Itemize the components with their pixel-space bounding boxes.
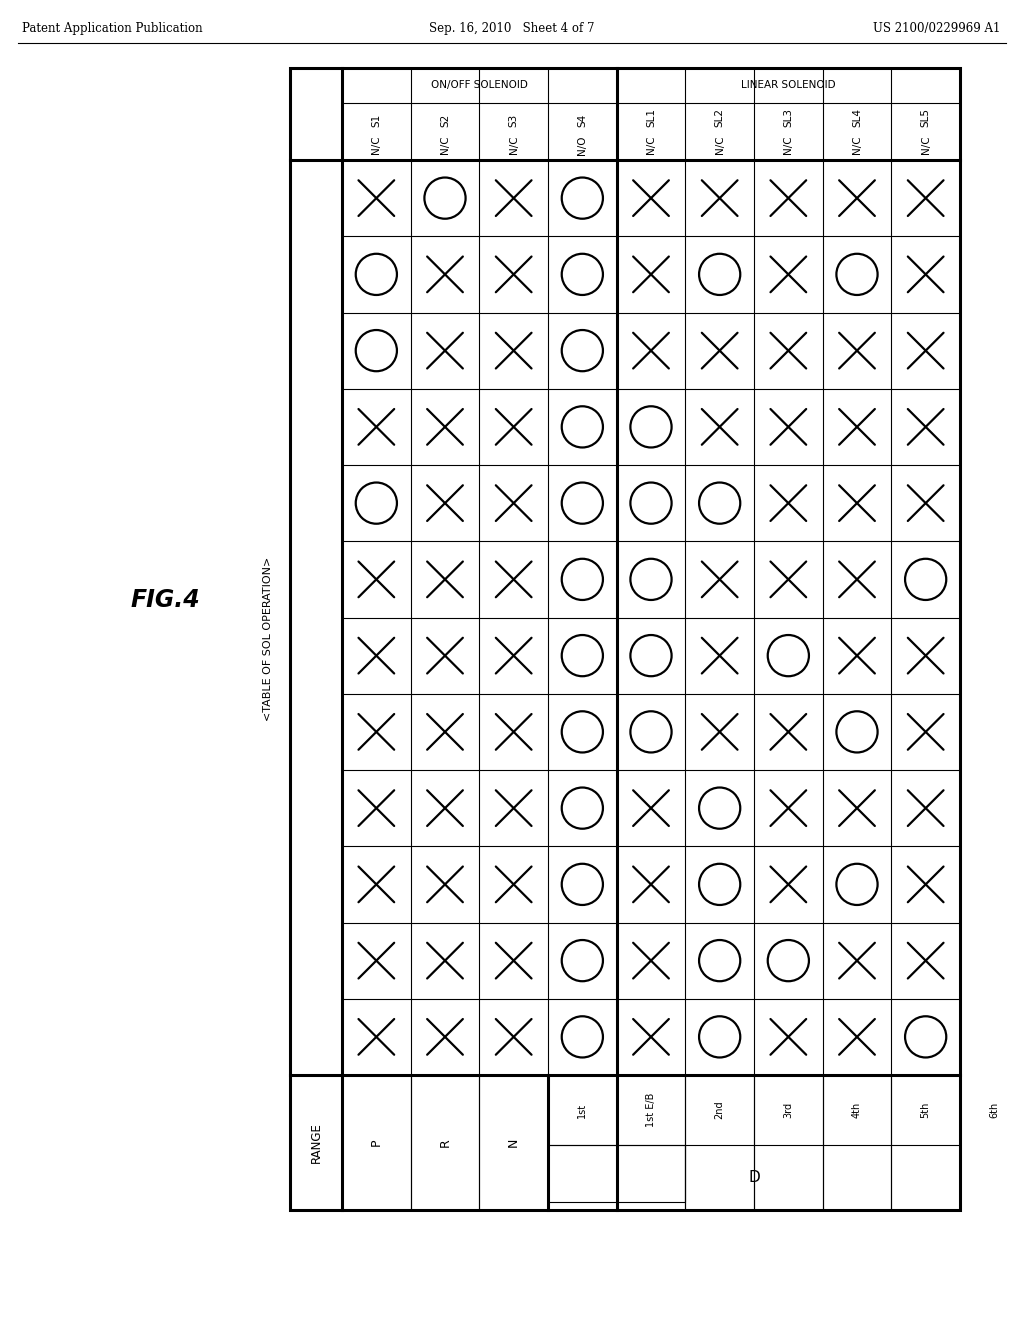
Text: 6th: 6th: [989, 1102, 999, 1118]
Text: LINEAR SOLENOID: LINEAR SOLENOID: [741, 81, 836, 91]
Text: N/C: N/C: [715, 136, 725, 154]
Bar: [290, 69, 959, 1210]
Text: SL1: SL1: [646, 108, 656, 128]
Text: US 2100/0229969 A1: US 2100/0229969 A1: [872, 22, 1000, 36]
Text: N/C: N/C: [440, 136, 450, 154]
Text: D: D: [749, 1170, 760, 1185]
Text: 1st E/B: 1st E/B: [646, 1093, 656, 1127]
Text: SL4: SL4: [852, 108, 862, 128]
Text: Patent Application Publication: Patent Application Publication: [22, 22, 203, 36]
Text: S4: S4: [578, 115, 588, 128]
Text: N/C: N/C: [783, 136, 794, 154]
Text: RANGE: RANGE: [309, 1122, 323, 1163]
Text: P: P: [370, 1139, 383, 1146]
Text: N/C: N/C: [646, 136, 656, 154]
Text: FIG.4: FIG.4: [130, 587, 200, 612]
Text: N/C: N/C: [372, 136, 381, 154]
Text: <TABLE OF SOL OPERATION>: <TABLE OF SOL OPERATION>: [263, 557, 273, 721]
Text: SL5: SL5: [921, 108, 931, 128]
Text: N/C: N/C: [509, 136, 519, 154]
Text: N: N: [507, 1138, 520, 1147]
Text: SL2: SL2: [715, 108, 725, 128]
Text: N/C: N/C: [852, 136, 862, 154]
Text: N/C: N/C: [921, 136, 931, 154]
Text: R: R: [438, 1138, 452, 1147]
Text: S2: S2: [440, 115, 450, 128]
Text: SL3: SL3: [783, 108, 794, 128]
Text: ON/OFF SOLENOID: ON/OFF SOLENOID: [431, 81, 527, 91]
Text: 2nd: 2nd: [715, 1101, 725, 1119]
Text: S3: S3: [509, 115, 519, 128]
Text: N/O: N/O: [578, 136, 588, 154]
Text: S1: S1: [372, 115, 381, 128]
Bar: [548, 1146, 685, 1203]
Text: 1st: 1st: [578, 1102, 588, 1118]
Text: 5th: 5th: [921, 1102, 931, 1118]
Text: Sep. 16, 2010   Sheet 4 of 7: Sep. 16, 2010 Sheet 4 of 7: [429, 22, 595, 36]
Text: 4th: 4th: [852, 1102, 862, 1118]
Text: 3rd: 3rd: [783, 1102, 794, 1118]
